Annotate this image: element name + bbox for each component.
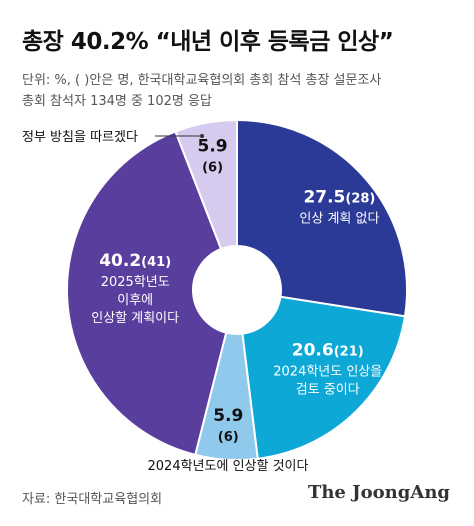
pie-slice-5 (174, 118, 238, 251)
slice-value-label: 27.5(28) (303, 188, 375, 208)
slice-category-label: 검토 중이다 (296, 383, 360, 398)
slice-category-label: 2025학년도 (101, 275, 170, 290)
slice-percent: 27.5 (303, 188, 345, 208)
slice-count: (6) (218, 430, 239, 445)
slice-percent: 20.6 (292, 341, 334, 361)
chart-title: 총장 40.2% “내년 이후 등록금 인상” (22, 29, 394, 55)
slice-category-label: 2024학년도 인상을 (273, 365, 382, 380)
slice-percent: 40.2 (99, 251, 141, 271)
slice-category-label: 인상 계획 없다 (299, 212, 379, 227)
pie-slice-1 (236, 118, 408, 318)
slice-percent: 5.9 (198, 137, 228, 157)
slice-percent: 5.9 (213, 406, 243, 426)
slice-count: (28) (345, 192, 375, 207)
leader-dot (200, 134, 204, 138)
brand-logo: The JoongAng (307, 482, 450, 503)
pie-slice-4 (66, 130, 228, 457)
slice-category-label: 인상할 계획이다 (91, 311, 179, 326)
slice-value-label: 40.2(41) (99, 251, 171, 271)
source-note: 자료: 한국대학교육협의회 (22, 492, 163, 507)
slice-count: (41) (141, 255, 171, 270)
pie-slice-2 (241, 295, 407, 460)
chart-subtitle: 단위: %, ( )안은 명, 한국대학교육협의회 총회 참석 총장 설문조사 … (22, 70, 381, 112)
subtitle-line-respondents: 총회 참석자 134명 중 102명 응답 (22, 94, 212, 109)
slice-count: (21) (334, 345, 364, 360)
slice-category-label: 정부 방침을 따르겠다 (22, 130, 138, 145)
slice-value-label: 5.9 (213, 406, 243, 426)
subtitle-line-unit: 단위: %, ( )안은 명, 한국대학교육협의회 총회 참석 총장 설문조사 (22, 73, 382, 88)
slice-category-label: 이후에 (117, 293, 153, 308)
slice-count: (6) (202, 161, 223, 176)
slice-category-label: 2024학년도에 인상할 것이다 (148, 459, 309, 474)
slice-value-label: 20.6(21) (292, 341, 364, 361)
slice-value-label: 5.9 (198, 137, 228, 157)
